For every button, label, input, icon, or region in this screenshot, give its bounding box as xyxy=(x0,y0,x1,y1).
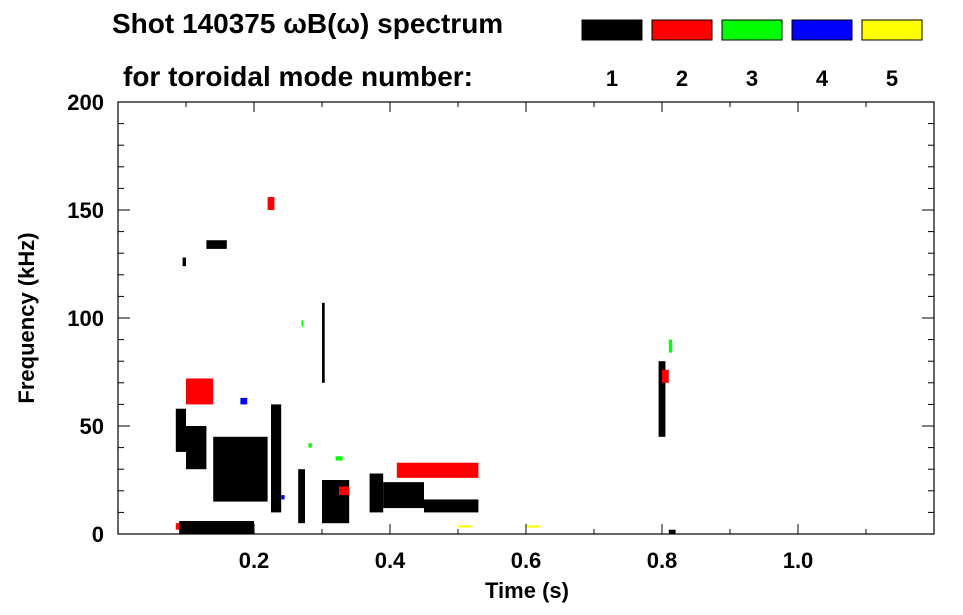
chart-title-line1: Shot 140375 ωB(ω) spectrum xyxy=(112,8,503,39)
series-mode-5 xyxy=(458,525,540,528)
spectral-mark-mode-2 xyxy=(339,486,350,496)
data-layer xyxy=(175,197,676,534)
spectral-mark-mode-1 xyxy=(175,408,186,452)
axis-ticks: 0.2 0.4 0.6 0.8 1.0 0 50 100 150 200 xyxy=(67,90,934,573)
spectral-mark-mode-2 xyxy=(267,197,275,210)
spectral-mark-mode-3 xyxy=(301,320,304,327)
spectral-mark-mode-1 xyxy=(298,469,305,524)
x-tick-label: 0.8 xyxy=(647,548,678,573)
spectral-mark-mode-4 xyxy=(281,495,285,500)
x-axis-title: Time (s) xyxy=(485,578,569,603)
legend-label-3: 3 xyxy=(746,66,758,91)
legend-label-5: 5 xyxy=(886,66,898,91)
legend: 1 2 3 4 5 xyxy=(581,19,923,91)
legend-swatch-4 xyxy=(791,19,853,41)
spectral-mark-mode-1 xyxy=(322,302,325,383)
legend-swatch-2 xyxy=(651,19,713,41)
spectral-mark-mode-1 xyxy=(369,473,384,513)
legend-label-4: 4 xyxy=(816,66,829,91)
spectral-mark-mode-5 xyxy=(526,525,540,528)
y-tick-label: 150 xyxy=(67,198,104,223)
legend-label-2: 2 xyxy=(676,66,688,91)
chart-title-line2: for toroidal mode number: xyxy=(123,61,473,92)
series-mode-2 xyxy=(175,197,669,530)
spectral-mark-mode-3 xyxy=(668,339,673,353)
x-tick-label: 0.2 xyxy=(239,548,270,573)
spectral-mark-mode-1 xyxy=(424,499,479,513)
y-tick-label: 0 xyxy=(92,522,104,547)
spectral-mark-mode-1 xyxy=(179,521,254,534)
spectral-mark-mode-2 xyxy=(186,378,214,405)
plot-area: 0.2 0.4 0.6 0.8 1.0 0 50 100 150 200 xyxy=(67,90,935,573)
spectral-mark-mode-1 xyxy=(383,482,424,509)
spectral-mark-mode-5 xyxy=(458,525,472,528)
x-tick-label: 1.0 xyxy=(783,548,814,573)
spectral-mark-mode-1 xyxy=(182,257,186,267)
spectral-mark-mode-3 xyxy=(308,443,312,448)
spectral-mark-mode-1 xyxy=(658,361,666,437)
x-tick-label: 0.4 xyxy=(375,548,406,573)
legend-swatch-1 xyxy=(581,19,643,41)
spectral-mark-mode-3 xyxy=(335,456,343,461)
y-axis-title: Frequency (kHz) xyxy=(14,232,39,403)
spectral-mark-mode-1 xyxy=(271,404,282,513)
legend-swatch-5 xyxy=(861,19,923,41)
series-mode-3 xyxy=(301,320,673,461)
spectral-mark-mode-1 xyxy=(668,529,676,534)
y-tick-label: 100 xyxy=(67,306,104,331)
spectral-mark-mode-1 xyxy=(213,436,268,502)
legend-swatch-3 xyxy=(721,19,783,41)
series-mode-1 xyxy=(175,240,676,534)
spectral-mark-mode-2 xyxy=(662,369,669,383)
legend-label-1: 1 xyxy=(606,66,618,91)
spectral-mark-mode-1 xyxy=(206,240,227,249)
spectral-mark-mode-1 xyxy=(186,426,207,470)
x-tick-label: 0.6 xyxy=(511,548,542,573)
spectral-mark-mode-4 xyxy=(240,397,248,405)
spectral-mark-mode-2 xyxy=(396,462,479,478)
series-mode-4 xyxy=(240,397,285,500)
y-tick-label: 50 xyxy=(80,414,104,439)
y-tick-label: 200 xyxy=(67,90,104,115)
spectral-mark-mode-2 xyxy=(175,523,180,530)
